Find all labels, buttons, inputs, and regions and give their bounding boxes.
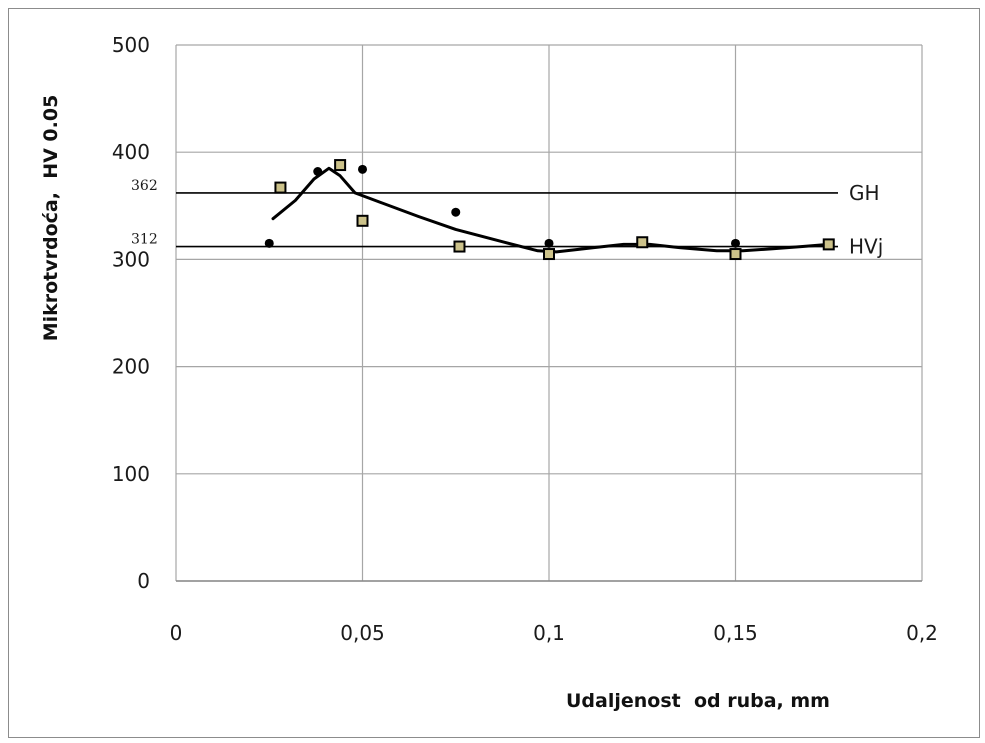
chart-frame xyxy=(8,8,980,738)
circle-marker xyxy=(731,238,740,248)
square-marker xyxy=(274,181,287,194)
square-marker xyxy=(729,248,742,261)
circle-marker xyxy=(358,164,367,174)
reference-value-label: 312 xyxy=(131,232,158,248)
circle-marker xyxy=(451,207,461,217)
x-tick-label: 0,2 xyxy=(906,621,938,645)
square-marker xyxy=(453,240,466,253)
y-tick-label: 400 xyxy=(112,140,150,164)
square-marker xyxy=(822,238,835,251)
square-marker xyxy=(636,236,649,249)
circle-marker xyxy=(544,238,554,248)
square-marker xyxy=(356,214,369,227)
x-tick-label: 0,15 xyxy=(713,621,758,645)
reference-name-label: HVj xyxy=(849,235,883,259)
y-tick-label: 0 xyxy=(137,569,150,593)
reference-lines: 362 GH 312 HVj xyxy=(131,178,883,259)
circle-marker xyxy=(264,238,274,248)
y-tick-label: 300 xyxy=(112,247,150,271)
reference-value-label: 362 xyxy=(131,178,158,194)
x-tick-labels: 0 0,05 0,1 0,15 0,2 xyxy=(170,621,938,645)
y-tick-label: 100 xyxy=(112,462,150,486)
x-tick-label: 0 xyxy=(170,621,183,645)
square-marker xyxy=(334,159,347,172)
y-tick-labels: 0 100 200 300 400 500 xyxy=(112,33,150,593)
x-tick-label: 0,05 xyxy=(340,621,385,645)
reference-name-label: GH xyxy=(849,181,880,205)
square-marker xyxy=(543,248,555,261)
x-tick-label: 0,1 xyxy=(533,621,565,645)
gridlines xyxy=(175,44,923,582)
circle-marker xyxy=(313,166,323,176)
y-tick-label: 500 xyxy=(112,33,150,57)
y-axis-title: Mikrotvrdoća, HV 0.05 xyxy=(40,95,62,342)
y-tick-label: 200 xyxy=(112,355,150,379)
data-points xyxy=(264,159,835,261)
x-axis-title: Udaljenost od ruba, mm xyxy=(566,690,830,712)
